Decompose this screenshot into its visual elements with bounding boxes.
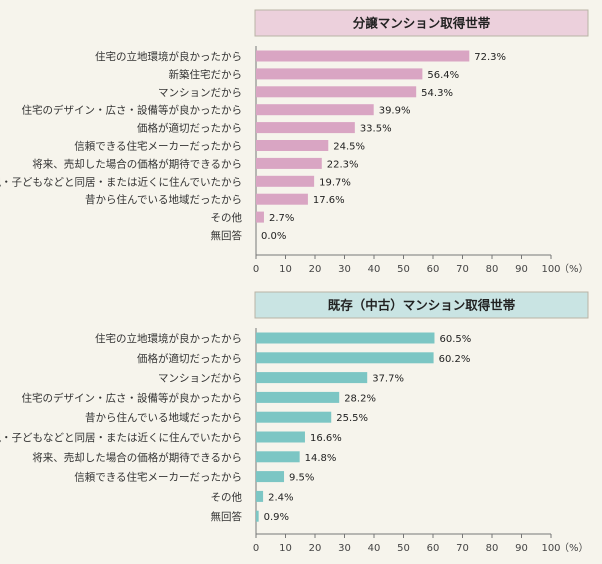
chart-1-category-label: 住宅の立地環境が良かったから — [95, 332, 242, 345]
chart-0-bar — [256, 122, 355, 134]
chart-0-title: 分譲マンション取得世帯 — [353, 16, 491, 31]
chart-1-x-tick-label: 90 — [515, 543, 528, 554]
chart-1-category-label: その他 — [211, 490, 243, 503]
chart-1-x-tick-label: 30 — [338, 543, 351, 554]
chart-0-x-unit: （%） — [559, 263, 589, 275]
chart-1-x-unit: （%） — [559, 542, 589, 554]
chart-1-x-tick-label: 80 — [486, 543, 499, 554]
chart-1-x-tick-label: 70 — [456, 543, 469, 554]
chart-1-category-label: 親・子どもなどと同居・または近くに住んでいたから — [0, 431, 242, 444]
chart-0-x-tick-label: 70 — [456, 264, 469, 275]
chart-1-bar — [256, 352, 434, 364]
chart-0-category-label: 住宅の立地環境が良かったから — [95, 50, 242, 63]
chart-0-bar — [256, 86, 417, 98]
chart-1-bar — [256, 332, 435, 344]
chart-0-value-label: 39.9% — [379, 106, 411, 117]
chart-1-bar — [256, 431, 305, 443]
chart-0-value-label: 2.7% — [269, 213, 294, 224]
chart-0-category-label: マンションだから — [158, 87, 242, 99]
chart-0-x-tick-label: 100 — [541, 264, 560, 275]
chart-1-bar — [256, 411, 332, 423]
chart-0-x-tick-label: 40 — [368, 264, 381, 275]
chart-0-category-label: 将来、売却した場合の価格が期待できるから — [32, 157, 242, 170]
chart-0-category-label: 昔から住んでいる地域だったから — [85, 193, 242, 206]
chart-0-category-label: 新築住宅だから — [169, 68, 243, 81]
chart-1-x-tick-label: 50 — [397, 543, 410, 554]
chart-0-category-label: 信頼できる住宅メーカーだったから — [74, 140, 242, 153]
chart-0-value-label: 24.5% — [333, 142, 365, 153]
chart-1-value-label: 16.6% — [310, 433, 342, 444]
chart-1-category-label: 将来、売却した場合の価格が期待できるから — [32, 451, 242, 464]
chart-0-bar — [256, 50, 470, 62]
chart-0-bar — [256, 104, 374, 116]
chart-1-category-label: マンションだから — [158, 373, 242, 385]
chart-1-value-label: 9.5% — [289, 473, 314, 484]
chart-0-x-tick-label: 30 — [338, 264, 351, 275]
chart-0-bar — [256, 193, 308, 205]
chart-0-x-tick-label: 0 — [253, 264, 259, 275]
chart-0-bar — [256, 68, 423, 80]
chart-1-category-label: 信頼できる住宅メーカーだったから — [74, 471, 242, 484]
chart-0-x-tick-label: 50 — [397, 264, 410, 275]
chart-1-value-label: 60.5% — [439, 334, 471, 345]
chart-0-category-label: その他 — [211, 211, 243, 224]
chart-1-x-tick-label: 0 — [253, 543, 259, 554]
chart-0-value-label: 33.5% — [360, 124, 392, 135]
chart-1-value-label: 37.7% — [372, 374, 404, 385]
chart-1-title: 既存（中古）マンション取得世帯 — [328, 298, 516, 313]
chart-0-value-label: 54.3% — [421, 88, 453, 99]
chart-0-bar — [256, 211, 264, 223]
chart-1-x-tick-label: 10 — [279, 543, 292, 554]
chart-0-value-label: 0.0% — [261, 231, 286, 242]
chart-1-category-label: 無回答 — [211, 510, 243, 523]
chart-1-value-label: 0.9% — [264, 512, 289, 523]
chart-1-bar — [256, 471, 285, 483]
chart-1-value-label: 14.8% — [305, 453, 337, 464]
chart-0-value-label: 72.3% — [474, 52, 506, 63]
chart-1-bar — [256, 510, 259, 522]
chart-1-value-label: 28.2% — [344, 393, 376, 404]
chart-0-bar — [256, 175, 315, 187]
chart-1-value-label: 25.5% — [336, 413, 368, 424]
chart-1-x-tick-label: 100 — [541, 543, 560, 554]
chart-0-category-label: 価格が適切だったから — [137, 122, 242, 135]
chart-1-header — [254, 291, 589, 319]
chart-1-x-tick-label: 60 — [427, 543, 440, 554]
chart-1-bar — [256, 451, 300, 463]
chart-1-x-tick-label: 20 — [309, 543, 322, 554]
chart-0-bar — [256, 140, 329, 151]
chart-0-x-tick-label: 20 — [309, 264, 322, 275]
chart-0-x-tick-label: 60 — [427, 264, 440, 275]
chart-0-bar — [256, 157, 322, 169]
chart-1-bar — [256, 490, 264, 502]
chart-1-category-label: 昔から住んでいる地域だったから — [85, 411, 242, 424]
chart-0-value-label: 19.7% — [319, 177, 351, 188]
chart-0-header — [254, 9, 589, 37]
chart-0-value-label: 56.4% — [427, 70, 459, 81]
chart-1-category-label: 価格が適切だったから — [137, 352, 242, 365]
chart-0-value-label: 22.3% — [327, 159, 359, 170]
chart-0-category-label: 無回答 — [211, 229, 243, 242]
chart-1-value-label: 2.4% — [268, 492, 293, 503]
chart-0-category-label: 親・子どもなどと同居・または近くに住んでいたから — [0, 175, 242, 188]
chart-1-x-tick-label: 40 — [368, 543, 381, 554]
chart-0-x-tick-label: 80 — [486, 264, 499, 275]
chart-0-x-tick-label: 10 — [279, 264, 292, 275]
chart-1-category-label: 住宅のデザイン・広さ・設備等が良かったから — [22, 391, 243, 404]
chart-0-x-tick-label: 90 — [515, 264, 528, 275]
chart-0-category-label: 住宅のデザイン・広さ・設備等が良かったから — [22, 104, 243, 117]
chart-0-value-label: 17.6% — [313, 195, 345, 206]
chart-1-bar — [256, 372, 368, 384]
chart-1-value-label: 60.2% — [439, 354, 471, 365]
chart-1-bar — [256, 391, 340, 403]
